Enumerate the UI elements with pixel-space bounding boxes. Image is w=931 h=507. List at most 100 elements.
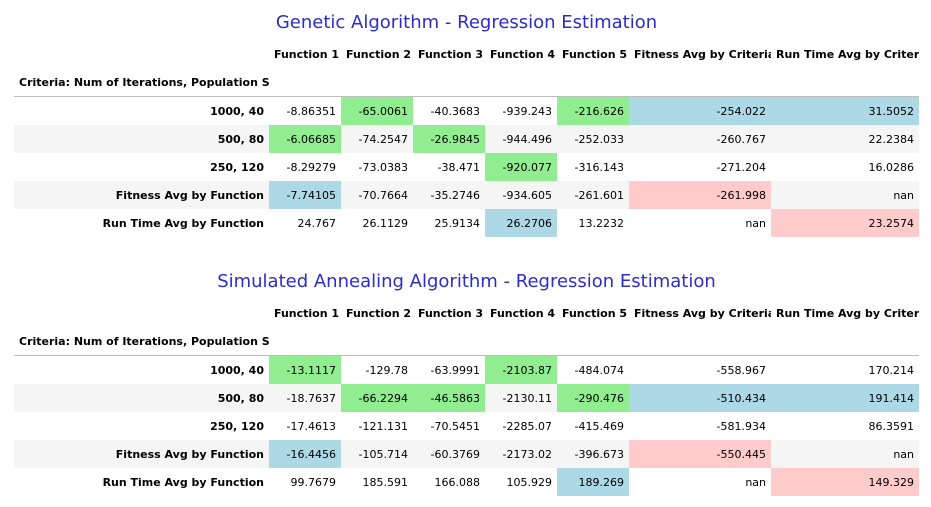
table-title: Genetic Algorithm - Regression Estimatio…	[275, 12, 658, 33]
table-row: Run Time Avg by Function 24.767 26.1129 …	[14, 209, 919, 237]
cell: 105.929	[506, 475, 553, 489]
table-row: 1000, 40 -8.86351 -65.0061 -40.3683 -939…	[14, 96, 919, 125]
cell: -73.0383	[358, 160, 408, 174]
cell: nan	[745, 475, 766, 489]
cell: -944.496	[485, 125, 557, 153]
row-label: 1000, 40	[210, 363, 264, 377]
cell: -46.5863	[413, 384, 485, 412]
cell: 13.2232	[578, 216, 625, 230]
cell: -260.767	[629, 125, 771, 153]
cell: -129.78	[365, 363, 408, 377]
row-label: 500, 80	[14, 125, 269, 153]
cell: -271.204	[716, 160, 766, 174]
row-label: 250, 120	[210, 160, 264, 174]
table-row: Fitness Avg by Function -7.74105 -70.766…	[14, 181, 919, 209]
cell: -2130.11	[485, 384, 557, 412]
cell: -105.714	[341, 440, 413, 468]
index-header-row: Criteria: Num of Iterations, Population …	[14, 327, 919, 356]
cell: -40.3683	[430, 104, 480, 118]
cell: nan	[771, 440, 919, 468]
index-label: Criteria: Num of Iterations, Population …	[14, 327, 269, 356]
cell: -2285.07	[502, 419, 552, 433]
cell: 191.414	[771, 384, 919, 412]
cell: -484.074	[574, 363, 624, 377]
cell: -74.2547	[341, 125, 413, 153]
table-title: Simulated Annealing Algorithm - Regressi…	[217, 271, 716, 292]
column-header: Function 4	[490, 306, 556, 320]
results-table: Function 1 Function 2 Function 3 Functio…	[14, 299, 919, 496]
cell: -396.673	[557, 440, 629, 468]
cell: -2173.02	[485, 440, 557, 468]
cell: -6.06685	[269, 125, 341, 153]
cell: 149.329	[771, 468, 919, 496]
row-label: Fitness Avg by Function	[14, 181, 269, 209]
cell: -581.934	[716, 419, 766, 433]
cell: -261.601	[557, 181, 629, 209]
cell: 99.7679	[290, 475, 337, 489]
cell: -550.445	[629, 440, 771, 468]
column-header: Run Time Avg by Criteria	[776, 47, 919, 61]
cell: -558.967	[716, 363, 766, 377]
cell: 170.214	[868, 363, 915, 377]
cell: 86.3591	[868, 419, 915, 433]
cell: 166.088	[434, 475, 481, 489]
cell: -121.131	[358, 419, 408, 433]
column-header: Function 1	[274, 306, 340, 320]
column-header: Function 2	[346, 306, 412, 320]
cell: -934.605	[485, 181, 557, 209]
column-header: Function 5	[562, 306, 628, 320]
row-label: Fitness Avg by Function	[14, 440, 269, 468]
row-label: Run Time Avg by Function	[102, 216, 264, 230]
cell: -13.1117	[269, 355, 341, 384]
cell: -38.471	[437, 160, 480, 174]
cell: -17.4613	[286, 419, 336, 433]
index-label: Criteria: Num of Iterations, Population …	[14, 68, 269, 97]
column-header: Run Time Avg by Criteria	[776, 306, 919, 320]
column-header-row: Function 1 Function 2 Function 3 Functio…	[14, 40, 919, 68]
cell: -18.7637	[269, 384, 341, 412]
column-header: Function 1	[274, 47, 340, 61]
header-blank	[14, 40, 269, 68]
cell: -26.9845	[413, 125, 485, 153]
cell: -920.077	[485, 153, 557, 181]
cell: -316.143	[574, 160, 624, 174]
cell: -63.9991	[430, 363, 480, 377]
cell: -939.243	[502, 104, 552, 118]
row-label: 500, 80	[14, 384, 269, 412]
cell: -66.2294	[341, 384, 413, 412]
cell: -60.3769	[413, 440, 485, 468]
table-row: Fitness Avg by Function -16.4456 -105.71…	[14, 440, 919, 468]
cell: -290.476	[557, 384, 629, 412]
column-header-row: Function 1 Function 2 Function 3 Functio…	[14, 299, 919, 327]
column-header: Function 3	[418, 306, 484, 320]
cell: -254.022	[629, 96, 771, 125]
table-row: Run Time Avg by Function 99.7679 185.591…	[14, 468, 919, 496]
cell: -70.7664	[341, 181, 413, 209]
cell: -70.5451	[430, 419, 480, 433]
results-table: Function 1 Function 2 Function 3 Functio…	[14, 40, 919, 237]
cell: 25.9134	[434, 216, 481, 230]
table-row: 250, 120 -8.29279 -73.0383 -38.471 -920.…	[14, 153, 919, 181]
cell: -16.4456	[269, 440, 341, 468]
cell: 189.269	[557, 468, 629, 496]
row-label: 250, 120	[210, 419, 264, 433]
cell: nan	[745, 216, 766, 230]
cell: -216.626	[557, 96, 629, 125]
cell: -8.29279	[286, 160, 336, 174]
cell: 16.0286	[868, 160, 915, 174]
index-header-row: Criteria: Num of Iterations, Population …	[14, 68, 919, 97]
column-header: Fitness Avg by Criteria	[634, 306, 771, 320]
cell: 23.2574	[771, 209, 919, 237]
cell: -510.434	[629, 384, 771, 412]
table-row: 1000, 40 -13.1117 -129.78 -63.9991 -2103…	[14, 355, 919, 384]
cell: 26.1129	[362, 216, 409, 230]
table-row: 250, 120 -17.4613 -121.131 -70.5451 -228…	[14, 412, 919, 440]
column-header: Function 5	[562, 47, 628, 61]
cell: -8.86351	[286, 104, 336, 118]
cell: 31.5052	[771, 96, 919, 125]
cell: 24.767	[297, 216, 337, 230]
row-label: 1000, 40	[210, 104, 264, 118]
table-row: 500, 80 -18.7637 -66.2294 -46.5863 -2130…	[14, 384, 919, 412]
column-header: Function 4	[490, 47, 556, 61]
cell: -261.998	[629, 181, 771, 209]
